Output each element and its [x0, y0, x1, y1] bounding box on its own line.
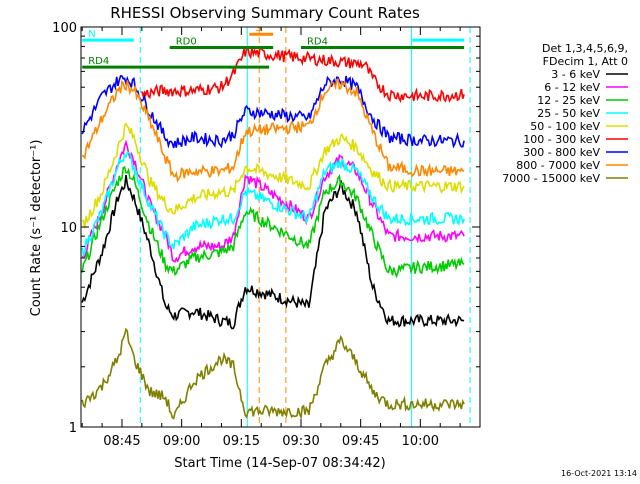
x-tick-label: 09:15: [223, 434, 260, 449]
y-tick-label: 1: [69, 421, 77, 436]
legend-label: 7000 - 15000 keV: [502, 172, 600, 185]
legend-header: FDecim 1, Att 0: [543, 55, 628, 68]
annotation-label: RD4: [307, 36, 328, 47]
series-line: [81, 174, 465, 330]
plot-frame: [80, 26, 481, 428]
legend-label: 300 - 800 keV: [523, 146, 600, 159]
legend-label: 6 - 12 keV: [544, 81, 600, 94]
legend-label: 800 - 7000 keV: [516, 159, 600, 172]
y-tick-label: 100: [52, 21, 77, 36]
x-tick-label: 08:45: [103, 434, 140, 449]
legend-label: 3 - 6 keV: [551, 68, 600, 81]
x-tick-label: 10:00: [402, 434, 439, 449]
series-line: [81, 327, 465, 421]
annotation-label: RD4: [88, 56, 109, 67]
x-tick-label: 09:00: [163, 434, 200, 449]
series-line: [81, 151, 465, 258]
series-line: [81, 75, 465, 149]
legend-label: 50 - 100 keV: [530, 120, 600, 133]
chart-title: RHESSI Observing Summary Count Rates: [110, 4, 420, 22]
x-axis-label: Start Time (14-Sep-07 08:34:42): [174, 456, 385, 471]
x-tick-label: 09:45: [342, 434, 379, 449]
annotation-label: RD0: [176, 36, 197, 47]
legend-label: 100 - 300 keV: [523, 133, 600, 146]
legend-label: 12 - 25 keV: [537, 94, 600, 107]
series-line: [141, 46, 465, 103]
legend-header: Det 1,3,4,5,6,9,: [542, 42, 628, 55]
y-tick-label: 10: [60, 221, 77, 236]
legend-label: 25 - 50 keV: [537, 107, 600, 120]
footer-timestamp: 16-Oct-2021 13:14: [561, 469, 637, 478]
x-tick-label: 09:30: [282, 434, 319, 449]
series-line: [81, 165, 465, 279]
annotation-label: S: [255, 23, 261, 34]
series-line: [81, 78, 465, 183]
annotation-label: N: [88, 29, 95, 40]
y-axis-label: Count Rate (s⁻¹ detector⁻¹): [29, 140, 44, 317]
series-line: [81, 122, 465, 229]
